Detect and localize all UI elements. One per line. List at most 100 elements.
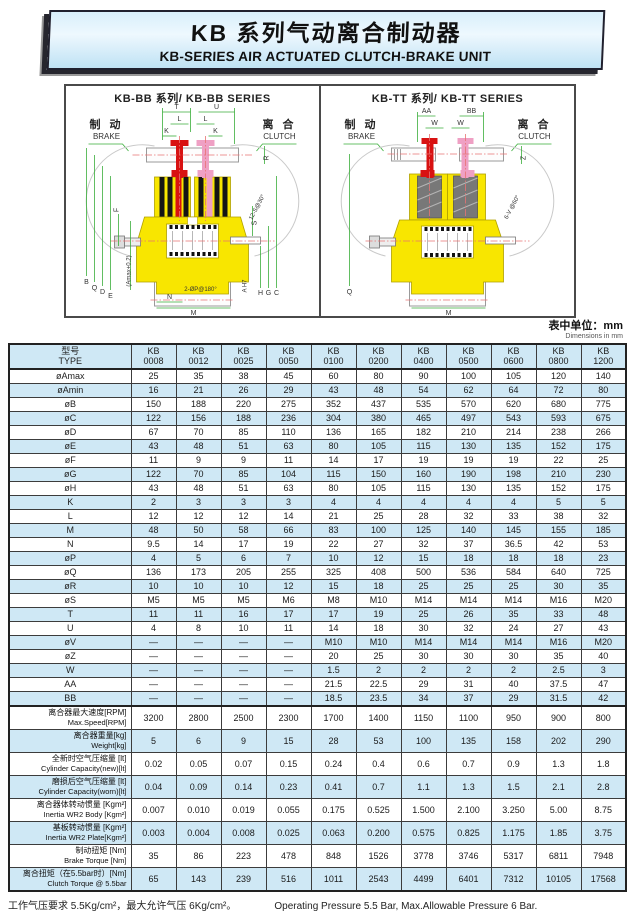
- table-row: 全新时空气压缩量 [lt] Cylinder Capacity(new)[lt] 0…: [8, 751, 627, 776]
- value-cell: 53: [355, 728, 402, 753]
- value-cell: 23.5: [355, 690, 402, 707]
- row-label: 磨损后空气压缩量 [lt] Cylinder Capacity(worn)[lt]: [8, 774, 132, 799]
- kb-bb-title: KB-BB 系列/ KB-BB SERIES: [114, 91, 270, 105]
- dim-L2: L: [204, 116, 208, 123]
- value-cell: 173: [175, 564, 222, 580]
- value-cell: —: [175, 662, 222, 678]
- value-cell: 900: [535, 704, 582, 730]
- dim-Amax: (Amax+0.2): [127, 255, 133, 286]
- value-cell: 140: [580, 368, 627, 384]
- dimension-lines: [349, 112, 522, 309]
- value-cell: 478: [265, 843, 312, 868]
- value-cell: 16: [220, 606, 267, 622]
- unit-note-en: Dimensions in mm: [565, 332, 623, 340]
- value-cell: 86: [175, 843, 222, 868]
- diagram-panel: KB-BB 系列/ KB-BB SERIES 制 动 BRAKE 离 合 CLU…: [64, 84, 576, 318]
- value-cell: 140: [445, 522, 492, 538]
- value-cell: 80: [310, 438, 357, 454]
- value-cell: 17568: [580, 866, 627, 892]
- value-cell: 17: [355, 452, 402, 468]
- value-cell: 70: [175, 466, 222, 482]
- value-cell: 27: [535, 620, 582, 636]
- value-cell: 2.8: [580, 774, 627, 799]
- table-row: øQ 136 173 205 255 325 408 500 536 584 640 725: [8, 564, 627, 580]
- dim-K2: K: [213, 128, 218, 135]
- value-cell: 2500: [220, 704, 267, 730]
- value-cell: 1011: [310, 866, 357, 892]
- value-cell: 775: [580, 396, 627, 412]
- value-cell: 202: [535, 728, 582, 753]
- row-label: øS: [8, 592, 132, 608]
- value-cell: 48: [175, 438, 222, 454]
- value-cell: 33: [535, 606, 582, 622]
- value-cell: 3778: [400, 843, 447, 868]
- value-cell: 30: [400, 620, 447, 636]
- value-cell: 37.5: [535, 676, 582, 692]
- value-cell: 516: [265, 866, 312, 892]
- value-cell: 4: [490, 494, 537, 510]
- value-cell: 188: [175, 396, 222, 412]
- value-cell: 408: [355, 564, 402, 580]
- spring-coils: [427, 233, 468, 251]
- value-cell: 122: [130, 410, 177, 426]
- value-cell: 11: [175, 606, 222, 622]
- value-cell: M10: [310, 634, 357, 650]
- value-cell: —: [130, 648, 177, 664]
- value-cell: 500: [400, 564, 447, 580]
- value-cell: 0.6: [400, 751, 447, 776]
- value-cell: 536: [445, 564, 492, 580]
- value-cell: M10: [355, 634, 402, 650]
- clutch-disc: [198, 177, 204, 217]
- value-cell: 5317: [490, 843, 537, 868]
- value-cell: 0.003: [130, 820, 177, 845]
- value-cell: 640: [535, 564, 582, 580]
- dim-L: L: [178, 116, 182, 123]
- value-cell: 3200: [130, 704, 177, 730]
- row-label: øAmax: [8, 368, 132, 384]
- dim-AA: AA: [422, 108, 432, 115]
- value-cell: —: [220, 690, 267, 707]
- right-bolt: [485, 236, 516, 245]
- value-cell: 143: [175, 866, 222, 892]
- value-cell: 48: [355, 382, 402, 398]
- value-cell: 18.5: [310, 690, 357, 707]
- value-cell: 275: [265, 396, 312, 412]
- dim-BB: BB: [467, 108, 477, 115]
- value-cell: M6: [265, 592, 312, 608]
- brake-disc: [167, 177, 173, 217]
- value-cell: 14: [310, 452, 357, 468]
- value-cell: M14: [445, 634, 492, 650]
- value-cell: M5: [175, 592, 222, 608]
- value-cell: 51: [220, 438, 267, 454]
- value-cell: 25: [355, 508, 402, 524]
- value-cell: 4499: [400, 866, 447, 892]
- value-cell: 42: [580, 690, 627, 707]
- value-cell: 185: [580, 522, 627, 538]
- row-label: AA: [8, 676, 132, 692]
- value-cell: 5: [535, 494, 582, 510]
- value-cell: 50: [175, 522, 222, 538]
- dim-12S30: 12-S@30°: [248, 193, 267, 221]
- value-cell: 155: [535, 522, 582, 538]
- row-label: øF: [8, 452, 132, 468]
- value-cell: 1.500: [400, 797, 447, 822]
- value-cell: 51: [220, 480, 267, 496]
- value-cell: 223: [220, 843, 267, 868]
- brake-bolt-stem: [426, 144, 434, 178]
- dim-K: K: [164, 128, 169, 135]
- dim-E: E: [108, 293, 113, 300]
- value-cell: —: [175, 690, 222, 707]
- value-cell: 115: [400, 480, 447, 496]
- value-cell: 535: [400, 396, 447, 412]
- table-row: øD 67 70 85 110 136 165 182 210 214 238 266: [8, 424, 627, 440]
- value-cell: 62: [445, 382, 492, 398]
- value-cell: 593: [535, 410, 582, 426]
- clutch-shaft: [459, 147, 504, 162]
- value-cell: 43: [580, 620, 627, 636]
- table-header-row: 型号 TYPE KB 0008 KB 0012 KB 0025 KB 0050 KB 0100 KB 02…: [8, 343, 627, 370]
- value-cell: 0.055: [265, 797, 312, 822]
- value-cell: 18: [355, 620, 402, 636]
- value-cell: 10: [175, 578, 222, 594]
- value-cell: 304: [310, 410, 357, 426]
- row-label: 制动扭矩 [Nm] Brake Torque [Nm]: [8, 843, 132, 868]
